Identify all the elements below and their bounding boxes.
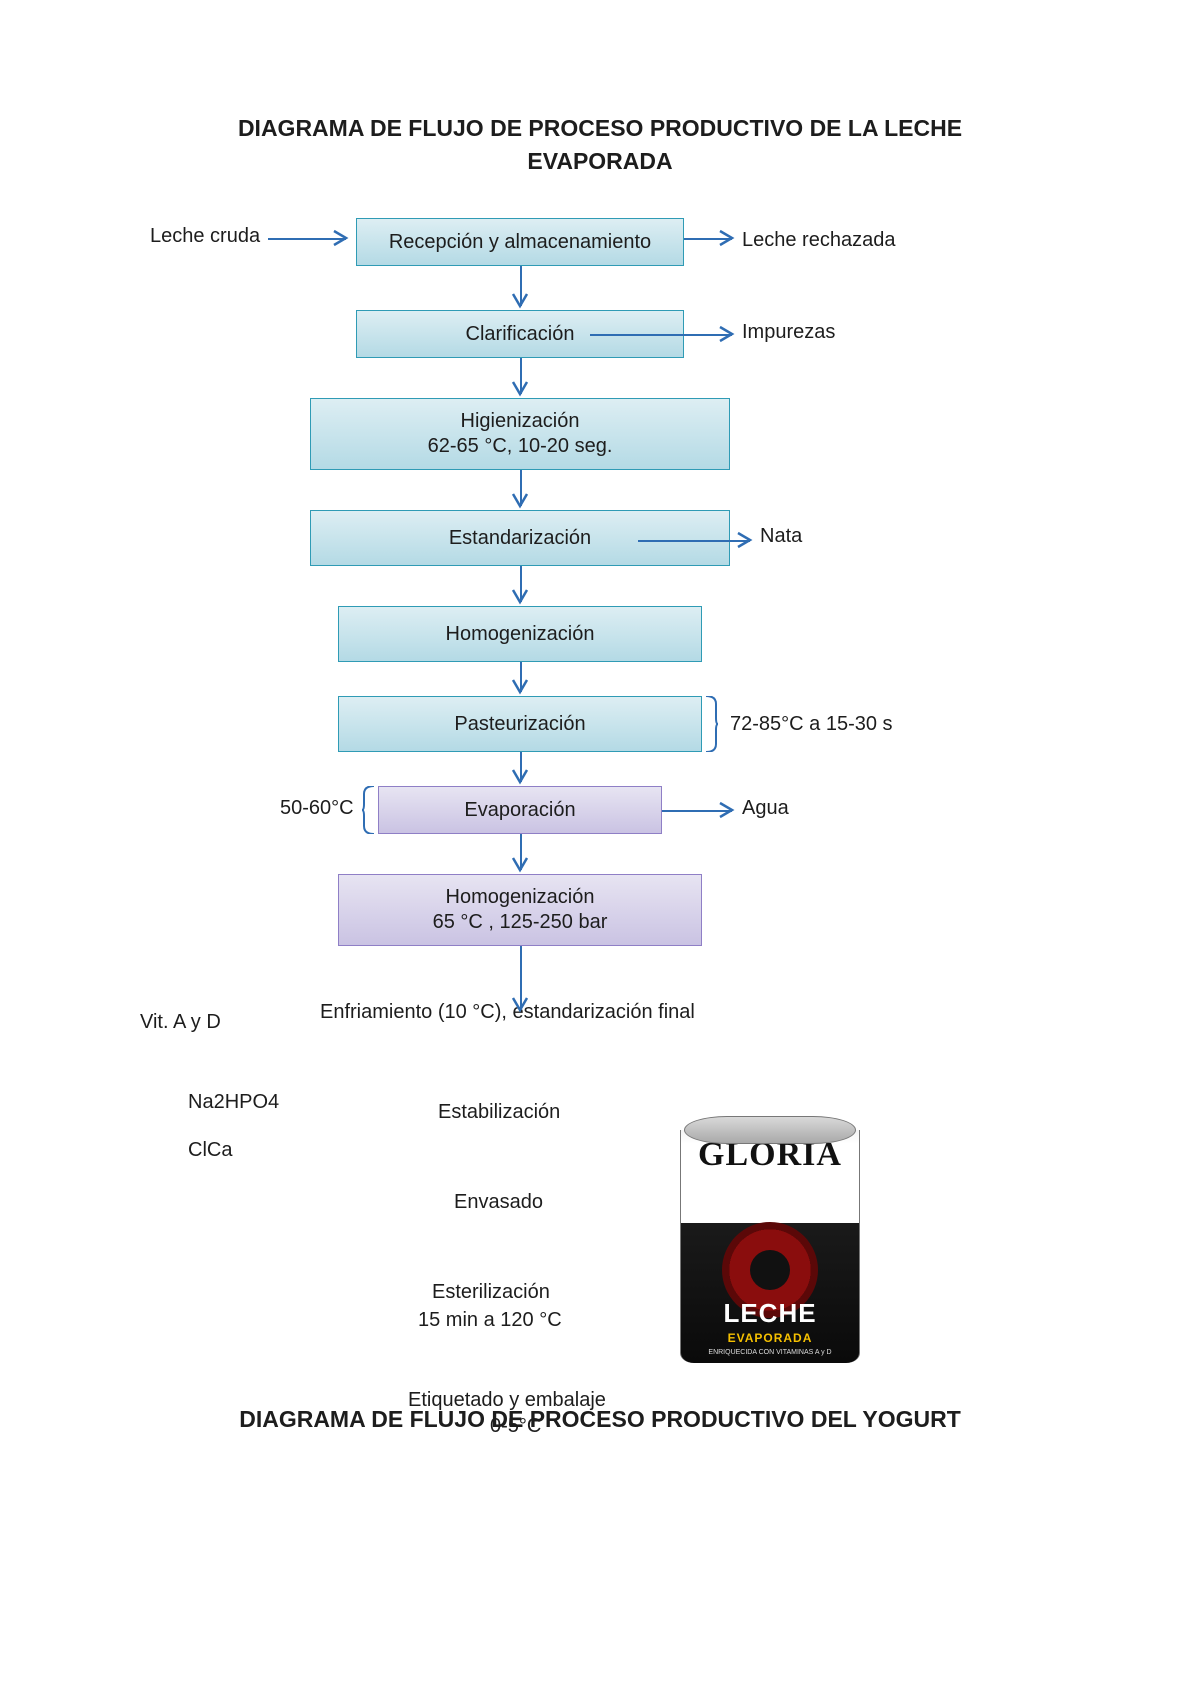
process-box-label: Clarificación bbox=[466, 322, 575, 347]
product-can: GLORIALECHEEVAPORADAENRIQUECIDA CON VITA… bbox=[680, 1116, 860, 1371]
process-box-label: Homogenización65 °C , 125-250 bar bbox=[433, 885, 608, 935]
process-box-label: Recepción y almacenamiento bbox=[389, 230, 651, 255]
product-line3: ENRIQUECIDA CON VITAMINAS A y D bbox=[681, 1349, 859, 1356]
bracket bbox=[706, 696, 718, 752]
side-label-lecheRechazada: Leche rechazada bbox=[742, 228, 895, 253]
product-line2: EVAPORADA bbox=[681, 1331, 859, 1345]
side-label-vitAD: Vit. A y D bbox=[140, 1010, 221, 1035]
arrow-segment bbox=[520, 834, 522, 870]
arrow-segment bbox=[684, 238, 732, 240]
arrow-segment bbox=[520, 358, 522, 394]
arrow-segment bbox=[520, 566, 522, 602]
process-box-label: Pasteurización bbox=[454, 712, 585, 737]
arrow-segment bbox=[268, 238, 346, 240]
side-label-lecheCruda: Leche cruda bbox=[150, 224, 260, 249]
bracket bbox=[362, 786, 374, 834]
process-box-homo1: Homogenización bbox=[338, 606, 702, 662]
arrow-segment bbox=[638, 540, 750, 542]
step-label-estabilizacion: Estabilización bbox=[438, 1100, 560, 1125]
process-box-label: Estandarización bbox=[449, 526, 591, 551]
process-box-label: Homogenización bbox=[446, 622, 595, 647]
process-box-pasteur: Pasteurización bbox=[338, 696, 702, 752]
side-label-pasteurParams: 72-85°C a 15-30 s bbox=[730, 712, 893, 737]
side-label-agua: Agua bbox=[742, 796, 789, 821]
page-title-line2: EVAPORADA bbox=[0, 148, 1200, 175]
page-title-line1: DIAGRAMA DE FLUJO DE PROCESO PRODUCTIVO … bbox=[0, 115, 1200, 142]
side-label-impurezas: Impurezas bbox=[742, 320, 835, 345]
process-box-label: Higienización62-65 °C, 10-20 seg. bbox=[428, 409, 613, 459]
step-label-esteril2: 15 min a 120 °C bbox=[418, 1308, 562, 1333]
process-box-evapor: Evaporación bbox=[378, 786, 662, 834]
process-box-estandar: Estandarización bbox=[310, 510, 730, 566]
process-box-label: Evaporación bbox=[464, 798, 575, 823]
step-label-esteril1: Esterilización bbox=[432, 1280, 550, 1305]
process-box-homo2: Homogenización65 °C , 125-250 bar bbox=[338, 874, 702, 946]
side-label-na2hpo4: Na2HPO4 bbox=[188, 1090, 279, 1115]
arrow-segment bbox=[520, 946, 522, 1010]
arrow-segment bbox=[662, 810, 732, 812]
step-label-temp5c: 0-5°C bbox=[490, 1414, 541, 1439]
step-label-enfriamiento: Enfriamiento (10 °C), estandarización fi… bbox=[320, 1000, 695, 1025]
step-label-etiquetado: Etiquetado y embalaje bbox=[408, 1388, 606, 1413]
process-box-recepcion: Recepción y almacenamiento bbox=[356, 218, 684, 266]
side-label-clca: ClCa bbox=[188, 1138, 232, 1163]
process-box-higienizacion: Higienización62-65 °C, 10-20 seg. bbox=[310, 398, 730, 470]
step-label-envasado: Envasado bbox=[454, 1190, 543, 1215]
side-label-nata: Nata bbox=[760, 524, 802, 549]
arrow-segment bbox=[520, 266, 522, 306]
arrow-segment bbox=[590, 334, 732, 336]
product-line1: LECHE bbox=[681, 1298, 859, 1329]
arrow-segment bbox=[520, 470, 522, 506]
side-label-evaporTemp: 50-60°C bbox=[280, 796, 354, 821]
